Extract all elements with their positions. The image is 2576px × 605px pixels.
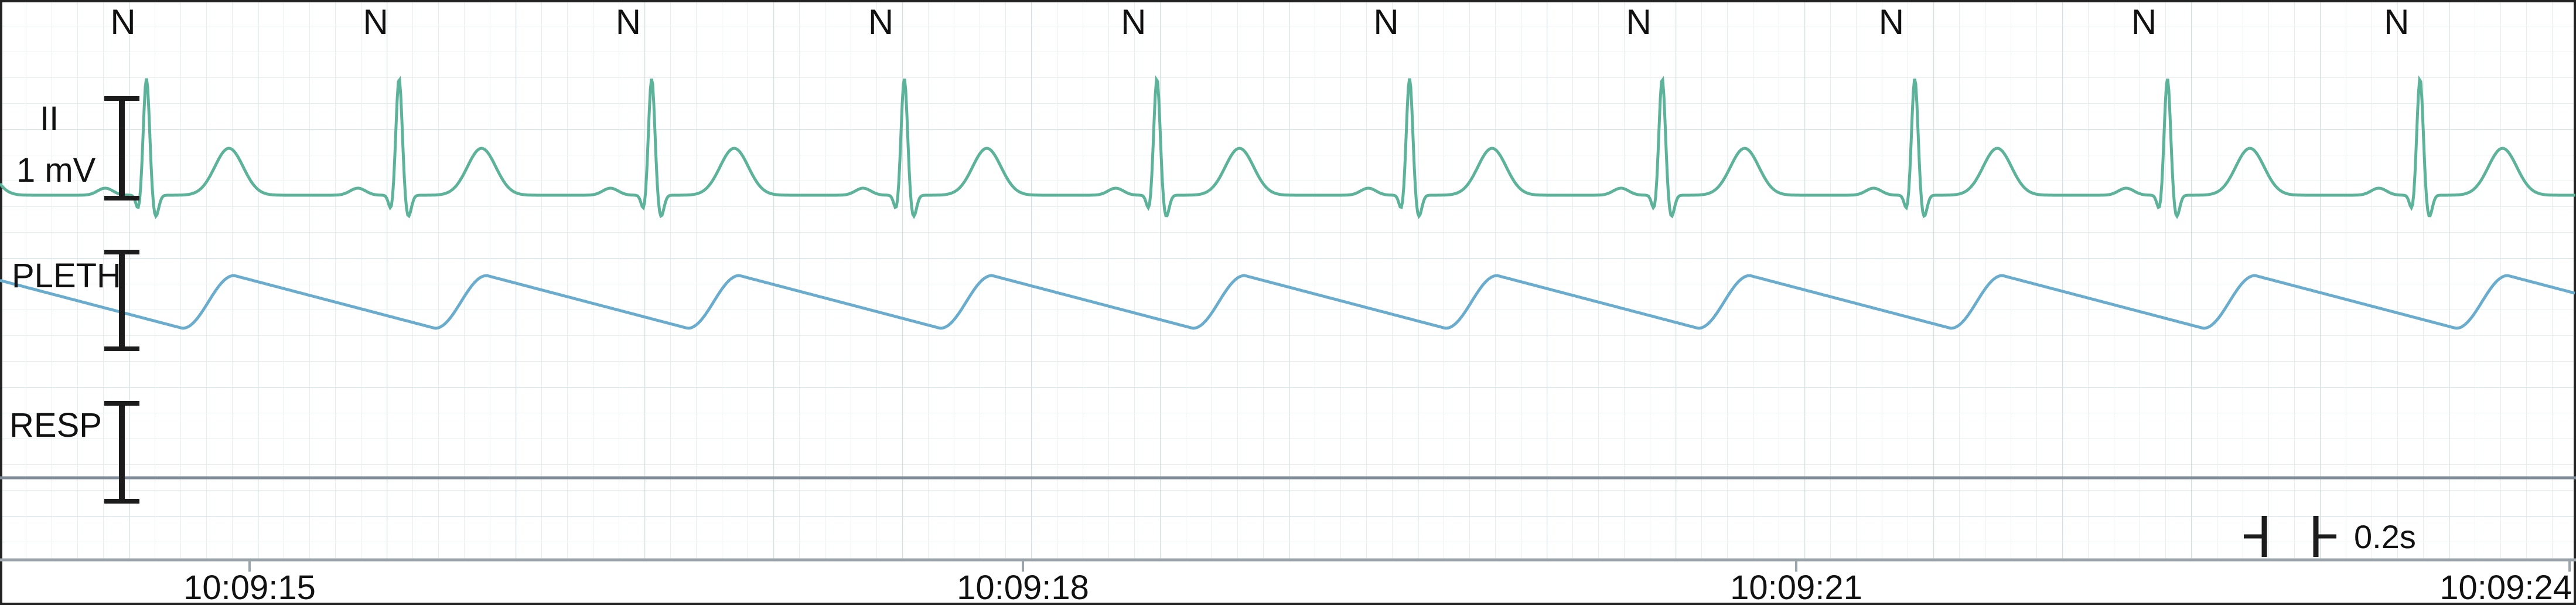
beat-label: N — [2131, 2, 2157, 42]
beat-label: N — [363, 2, 388, 42]
grid-background — [0, 0, 2576, 560]
ecg-trace — [0, 75, 2575, 219]
series-label-ii: II — [40, 100, 59, 138]
calibration-bars — [104, 96, 139, 504]
time-tick-group: 10:09:15 10:09:18 10:09:21 10:09:24 — [183, 560, 2572, 605]
series-unit-label-ii: 1 mV — [16, 151, 96, 189]
beat-label: N — [868, 2, 893, 42]
series-label-group: II 1 mV PLETH RESP — [9, 100, 121, 444]
pleth-trace — [0, 274, 2575, 330]
time-tick-label: 10:09:24 — [2439, 569, 2572, 605]
trace-group — [0, 75, 2576, 480]
beat-label: N — [1626, 2, 1652, 42]
series-label-pleth: PLETH — [12, 257, 121, 295]
time-tick-label: 10:09:15 — [183, 569, 316, 605]
beat-label: N — [2384, 2, 2409, 42]
series-label-resp: RESP — [9, 406, 102, 444]
beat-label: N — [1121, 2, 1146, 42]
beat-label: N — [110, 2, 135, 42]
time-tick-label: 10:09:21 — [1730, 569, 1862, 605]
beat-label: N — [616, 2, 641, 42]
scale-bar-label: 0.2s — [2354, 518, 2416, 555]
beat-label: N — [1879, 2, 1904, 42]
time-tick-label: 10:09:18 — [957, 569, 1089, 605]
beat-label: N — [1373, 2, 1398, 42]
time-scale-bar: 0.2s — [2244, 516, 2416, 557]
